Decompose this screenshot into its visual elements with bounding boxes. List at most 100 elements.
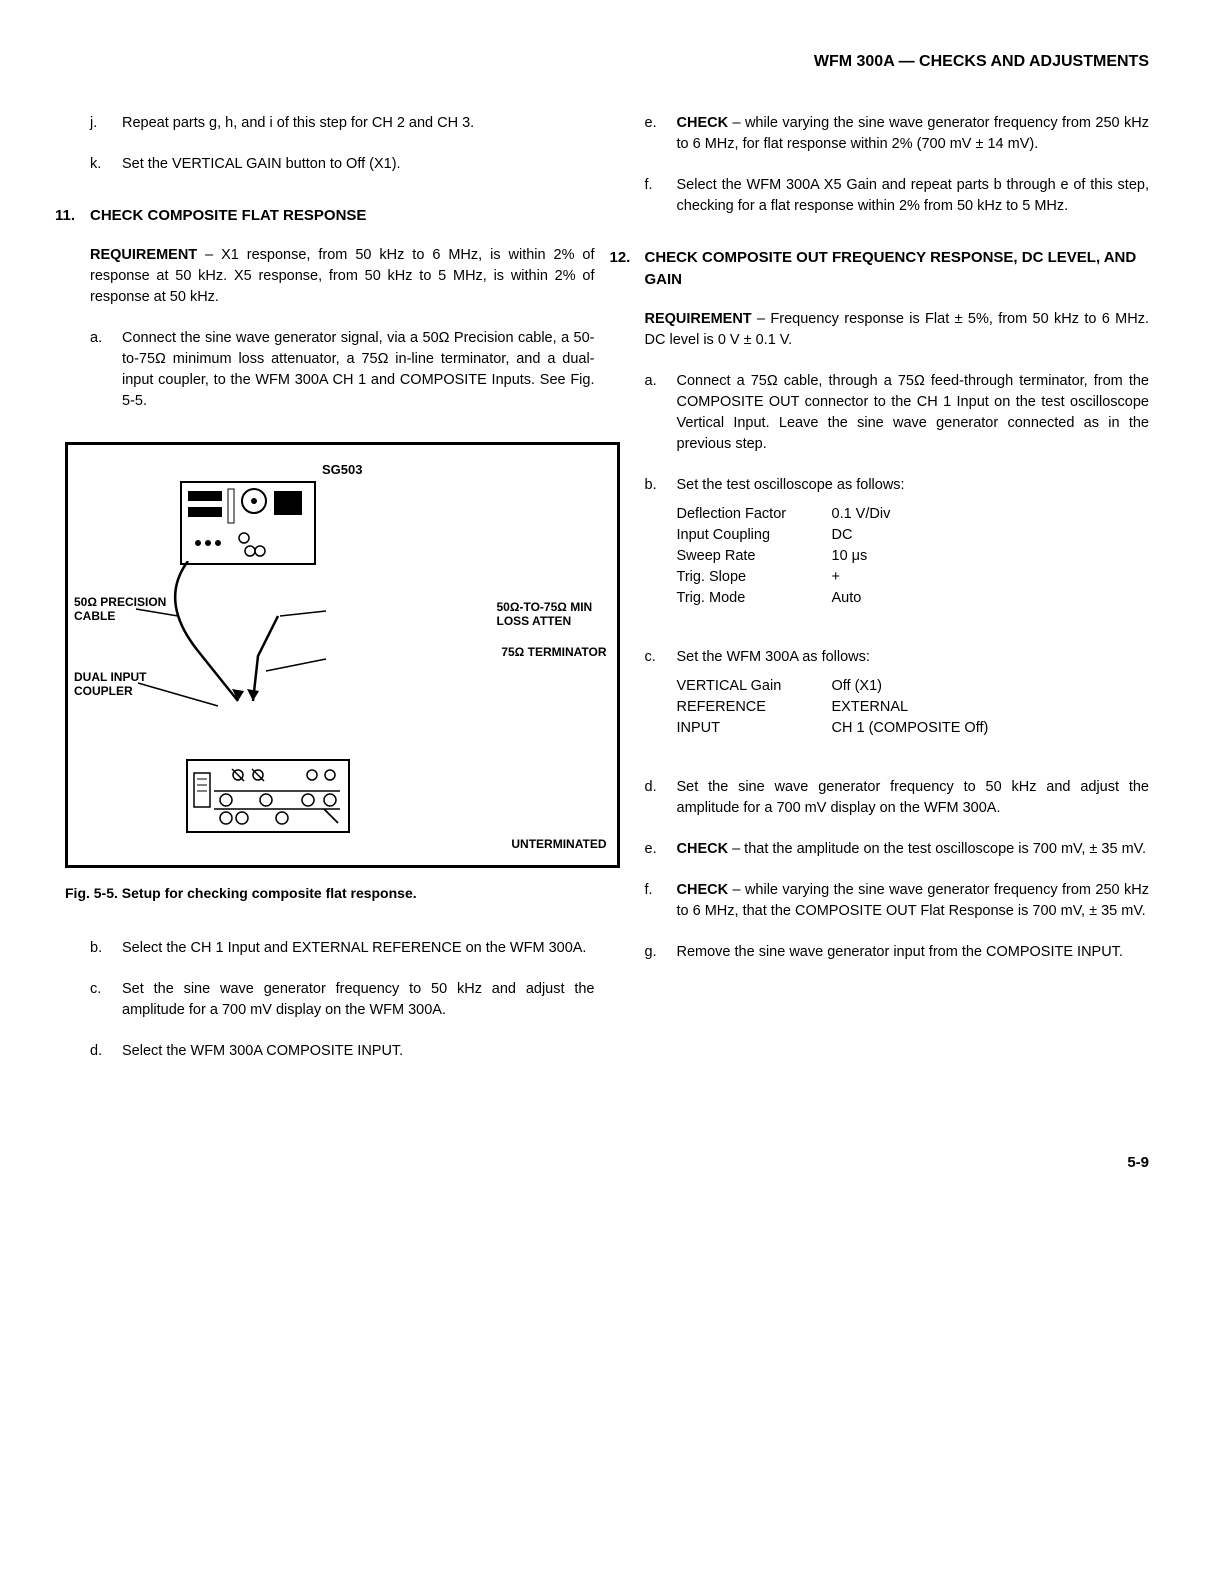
settings-value: Off (X1) (832, 676, 1150, 697)
marker-11e: e. (645, 113, 677, 155)
body-11b: Select the CH 1 Input and EXTERNAL REFER… (122, 938, 595, 959)
settings-value: DC (832, 525, 1150, 546)
marker-j: j. (90, 113, 122, 134)
marker-11b: b. (90, 938, 122, 959)
settings-row: Sweep Rate10 μs (677, 546, 1150, 567)
check-text-11e: – while varying the sine wave generator … (677, 115, 1150, 152)
settings-value: 10 μs (832, 546, 1150, 567)
item-11b: b. Select the CH 1 Input and EXTERNAL RE… (90, 938, 595, 959)
item-11d: d. Select the WFM 300A COMPOSITE INPUT. (90, 1041, 595, 1062)
settings-label: REFERENCE (677, 697, 832, 718)
settings-label: Input Coupling (677, 525, 832, 546)
item-12a: a. Connect a 75Ω cable, through a 75Ω fe… (645, 371, 1150, 455)
settings-label: Sweep Rate (677, 546, 832, 567)
settings-row: VERTICAL GainOff (X1) (677, 676, 1150, 697)
body-12d: Set the sine wave generator frequency to… (677, 777, 1150, 819)
section-11-num: 11. (55, 205, 90, 227)
item-12e: e. CHECK – that the amplitude on the tes… (645, 839, 1150, 860)
oscilloscope-settings: Deflection Factor0.1 V/DivInput Coupling… (677, 504, 1150, 609)
req-label-12: REQUIREMENT (645, 311, 752, 327)
marker-11d: d. (90, 1041, 122, 1062)
settings-value: 0.1 V/Div (832, 504, 1150, 525)
body-12c: Set the WFM 300A as follows: VERTICAL Ga… (677, 647, 1150, 757)
wfm-settings: VERTICAL GainOff (X1)REFERENCEEXTERNALIN… (677, 676, 1150, 739)
marker-12f: f. (645, 880, 677, 922)
marker-12a: a. (645, 371, 677, 455)
settings-label: INPUT (677, 718, 832, 739)
fig-atten-label: 50Ω-TO-75Ω MIN LOSS ATTEN (497, 600, 607, 629)
section-11-title: CHECK COMPOSITE FLAT RESPONSE (90, 205, 366, 227)
settings-row: Trig. Slope+ (677, 567, 1150, 588)
settings-value: Auto (832, 588, 1150, 609)
item-j: j. Repeat parts g, h, and i of this step… (90, 113, 595, 134)
item-11e: e. CHECK – while varying the sine wave g… (645, 113, 1150, 155)
body-11e: CHECK – while varying the sine wave gene… (677, 113, 1150, 155)
section-11-requirement: REQUIREMENT – X1 response, from 50 kHz t… (90, 245, 595, 308)
body-12b: Set the test oscilloscope as follows: De… (677, 475, 1150, 627)
body-11c: Set the sine wave generator frequency to… (122, 979, 595, 1021)
marker-11c: c. (90, 979, 122, 1021)
settings-row: REFERENCEEXTERNAL (677, 697, 1150, 718)
body-11f: Select the WFM 300A X5 Gain and repeat p… (677, 175, 1150, 217)
body-12g: Remove the sine wave generator input fro… (677, 942, 1150, 963)
figure-5-5-caption: Fig. 5-5. Setup for checking composite f… (65, 883, 595, 903)
body-12a: Connect a 75Ω cable, through a 75Ω feed-… (677, 371, 1150, 455)
settings-value: EXTERNAL (832, 697, 1150, 718)
item-11a: a. Connect the sine wave generator signa… (90, 328, 595, 412)
settings-value: + (832, 567, 1150, 588)
check-text-12f: – while varying the sine wave generator … (677, 882, 1150, 919)
section-12-title: CHECK COMPOSITE OUT FREQUENCY RESPONSE, … (645, 247, 1150, 291)
left-column: j. Repeat parts g, h, and i of this step… (90, 113, 595, 1082)
item-11f: f. Select the WFM 300A X5 Gain and repea… (645, 175, 1150, 217)
marker-11f: f. (645, 175, 677, 217)
marker-12e: e. (645, 839, 677, 860)
body-11d: Select the WFM 300A COMPOSITE INPUT. (122, 1041, 595, 1062)
fig-unterm-label: UNTERMINATED (511, 837, 606, 851)
check-text-12e: – that the amplitude on the test oscillo… (728, 841, 1146, 857)
section-11-head: 11. CHECK COMPOSITE FLAT RESPONSE (90, 205, 595, 227)
check-label-12f: CHECK (677, 882, 729, 898)
settings-row: Input CouplingDC (677, 525, 1150, 546)
settings-value: CH 1 (COMPOSITE Off) (832, 718, 1150, 739)
item-12d: d. Set the sine wave generator frequency… (645, 777, 1150, 819)
marker-12b: b. (645, 475, 677, 627)
settings-label: Deflection Factor (677, 504, 832, 525)
fig-sg-box (180, 481, 316, 565)
item-12b: b. Set the test oscilloscope as follows:… (645, 475, 1150, 627)
body-11a: Connect the sine wave generator signal, … (122, 328, 595, 412)
section-12-head: 12. CHECK COMPOSITE OUT FREQUENCY RESPON… (645, 247, 1150, 291)
settings-row: Deflection Factor0.1 V/Div (677, 504, 1150, 525)
content-columns: j. Repeat parts g, h, and i of this step… (90, 113, 1149, 1082)
marker-12g: g. (645, 942, 677, 963)
body-12e: CHECK – that the amplitude on the test o… (677, 839, 1150, 860)
item-12g: g. Remove the sine wave generator input … (645, 942, 1150, 963)
body-j: Repeat parts g, h, and i of this step fo… (122, 113, 595, 134)
marker-12c: c. (645, 647, 677, 757)
settings-row: Trig. ModeAuto (677, 588, 1150, 609)
marker-11a: a. (90, 328, 122, 412)
fig-wfm-box (186, 759, 350, 833)
section-12-num: 12. (610, 247, 645, 291)
marker-12d: d. (645, 777, 677, 819)
page-number: 5-9 (90, 1152, 1149, 1174)
settings-label: Trig. Mode (677, 588, 832, 609)
page-header: WFM 300A — CHECKS AND ADJUSTMENTS (90, 50, 1149, 73)
settings-label: VERTICAL Gain (677, 676, 832, 697)
check-label-12e: CHECK (677, 841, 729, 857)
body-12f: CHECK – while varying the sine wave gene… (677, 880, 1150, 922)
fig-term-label: 75Ω TERMINATOR (497, 645, 607, 659)
body-k: Set the VERTICAL GAIN button to Off (X1)… (122, 154, 595, 175)
marker-k: k. (90, 154, 122, 175)
fig-wiring (128, 561, 348, 721)
settings-label: Trig. Slope (677, 567, 832, 588)
check-label-11e: CHECK (677, 115, 729, 131)
section-12-requirement: REQUIREMENT – Frequency response is Flat… (645, 309, 1150, 351)
right-column: e. CHECK – while varying the sine wave g… (645, 113, 1150, 1082)
figure-5-5: SG503 50Ω PRECISION CABLE (65, 442, 620, 868)
fig-sg503-label: SG503 (68, 461, 617, 480)
item-11c: c. Set the sine wave generator frequency… (90, 979, 595, 1021)
settings-row: INPUTCH 1 (COMPOSITE Off) (677, 718, 1150, 739)
item-k: k. Set the VERTICAL GAIN button to Off (… (90, 154, 595, 175)
item-12f: f. CHECK – while varying the sine wave g… (645, 880, 1150, 922)
req-label-11: REQUIREMENT (90, 247, 197, 263)
